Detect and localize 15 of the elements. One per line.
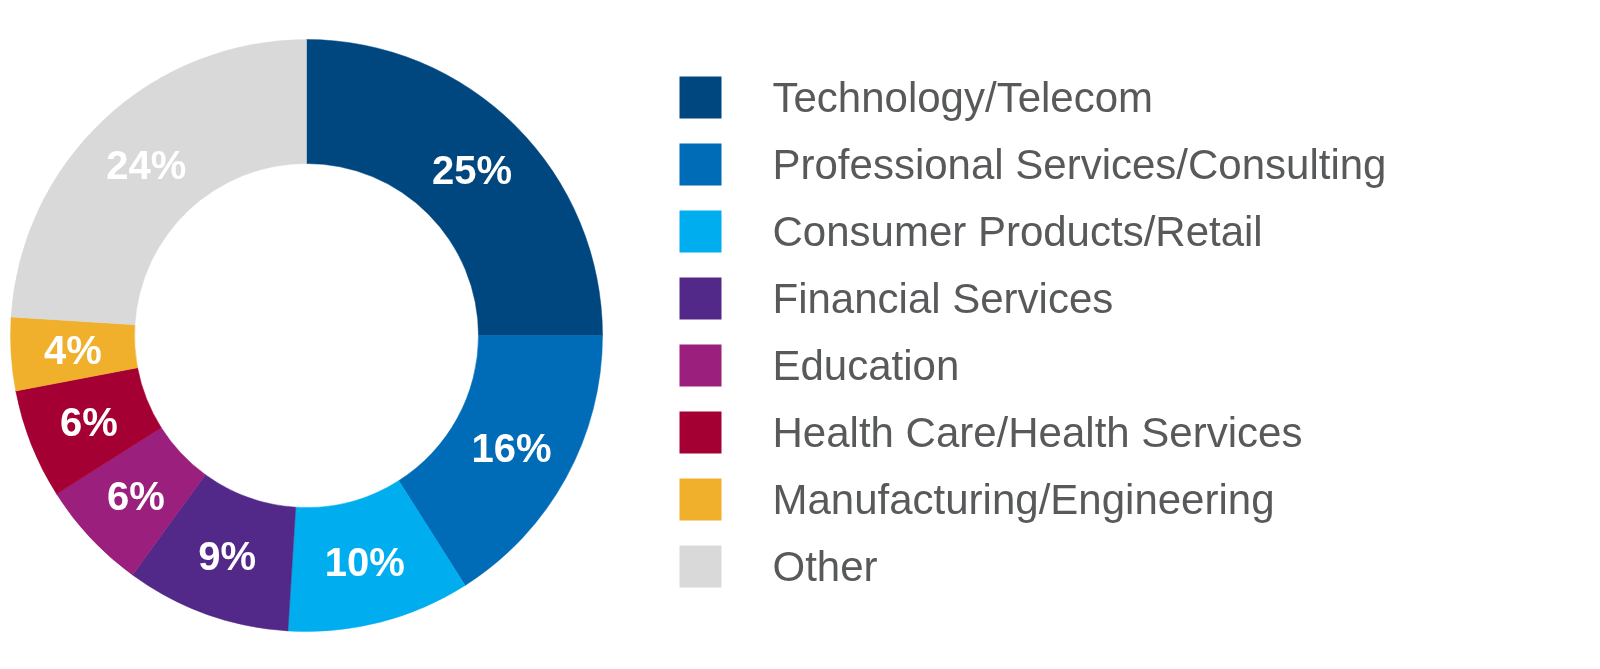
legend-label: Health Care/Health Services bbox=[772, 409, 1303, 456]
legend-label: Technology/Telecom bbox=[772, 74, 1154, 121]
data-label: 16% bbox=[471, 426, 552, 471]
data-label: 9% bbox=[198, 533, 257, 578]
data-label: 10% bbox=[324, 540, 405, 585]
legend-label: Professional Services/Consulting bbox=[772, 141, 1387, 188]
legend-label: Manufacturing/Engineering bbox=[772, 476, 1275, 523]
data-label: 25% bbox=[431, 148, 512, 193]
data-label: 6% bbox=[107, 473, 165, 518]
legend-label: Education bbox=[772, 342, 960, 389]
data-label: 6% bbox=[60, 399, 118, 444]
data-label: 4% bbox=[44, 328, 102, 373]
legend-label: Consumer Products/Retail bbox=[772, 208, 1263, 255]
legend-label: Financial Services bbox=[772, 275, 1114, 322]
legend-label: Other bbox=[772, 543, 878, 590]
